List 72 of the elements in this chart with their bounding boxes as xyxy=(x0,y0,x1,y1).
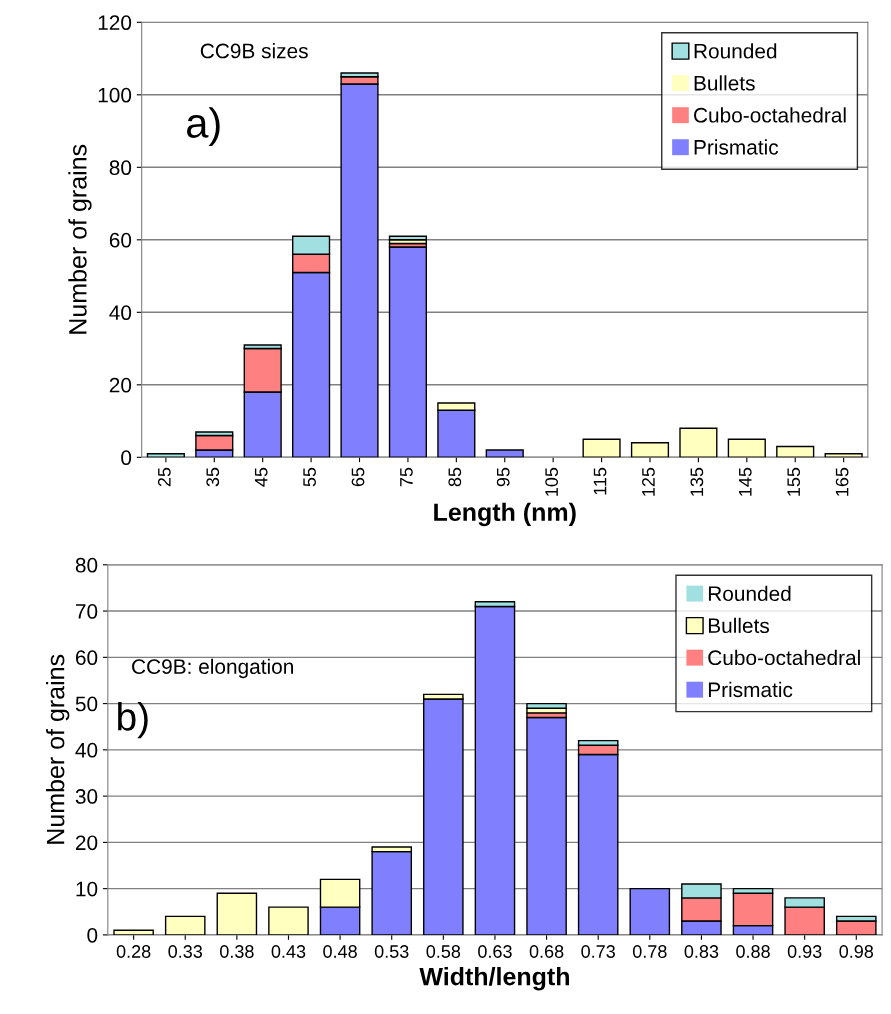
y-tick-label: 100 xyxy=(98,87,132,103)
x-tick-label: 0.68 xyxy=(529,945,564,958)
x-tick-label: 0.83 xyxy=(684,945,719,958)
x-tick-label: 75 xyxy=(400,467,413,487)
legend-label: Cubo-octahedral xyxy=(708,649,860,666)
y-tick-label: 20 xyxy=(75,835,98,851)
y-tick-label: 70 xyxy=(75,604,98,619)
x-tick-label: 95 xyxy=(496,467,510,487)
x-tick-label: 125 xyxy=(642,467,655,496)
x-tick-label: 45 xyxy=(254,467,268,487)
y-tick-label: 40 xyxy=(109,305,132,321)
y-tick-label: 60 xyxy=(109,232,132,248)
bar xyxy=(388,235,428,241)
x-tick-label: 105 xyxy=(545,467,559,496)
x-tick-label: 0.28 xyxy=(116,945,151,958)
legend-label: Rounded xyxy=(694,43,777,59)
bar xyxy=(582,438,621,458)
legend-label: Rounded xyxy=(708,585,791,602)
x-tick-label: 65 xyxy=(351,467,365,487)
y-tick-label: 50 xyxy=(75,696,98,712)
x-tick-label: 0.88 xyxy=(736,945,770,958)
bar xyxy=(824,452,863,458)
x-tick-label: 0.33 xyxy=(168,945,203,958)
x-tick-label: 25 xyxy=(157,467,171,487)
annotation: b) xyxy=(118,702,148,739)
x-tick-label: 0.53 xyxy=(374,945,409,958)
y-tick-label: 80 xyxy=(75,557,98,573)
y-tick-label: 40 xyxy=(75,742,98,758)
x-tick-label: 35 xyxy=(206,467,220,487)
bar xyxy=(727,438,766,458)
y-axis-title: Number of grains xyxy=(46,654,70,844)
x-tick-label: 155 xyxy=(787,467,801,496)
annotation: CC9B: elongation xyxy=(132,658,293,679)
legend-label: Prismatic xyxy=(694,139,779,155)
x-axis-title: Length (nm) xyxy=(434,502,576,527)
x-tick-label: 0.93 xyxy=(787,945,822,958)
bar xyxy=(776,445,815,458)
legend-label: Bullets xyxy=(694,75,755,91)
x-tick-label: 0.63 xyxy=(478,945,512,958)
x-tick-label: 165 xyxy=(835,467,849,496)
x-tick-label: 0.43 xyxy=(271,945,306,958)
bar xyxy=(146,452,185,458)
y-tick-label: 60 xyxy=(75,650,98,666)
y-tick-label: 120 xyxy=(98,15,132,31)
legend-label: Cubo-octahedral xyxy=(694,107,846,123)
annotation: CC9B sizes xyxy=(200,43,308,59)
y-tick-label: 20 xyxy=(109,377,132,393)
y-tick-label: 0 xyxy=(87,927,98,943)
y-tick-label: 80 xyxy=(109,160,132,176)
x-tick-label: 0.98 xyxy=(839,945,874,958)
y-tick-label: 0 xyxy=(121,450,132,466)
x-tick-label: 85 xyxy=(448,467,462,487)
x-tick-label: 0.78 xyxy=(632,945,667,958)
x-tick-label: 145 xyxy=(739,467,752,496)
bar xyxy=(630,442,670,458)
x-tick-label: 0.73 xyxy=(581,945,615,958)
x-axis-title: Width/length xyxy=(419,967,569,991)
annotation: a) xyxy=(187,107,220,147)
y-tick-label: 10 xyxy=(76,881,98,897)
x-tick-label: 0.38 xyxy=(219,945,254,958)
x-tick-label: 115 xyxy=(593,467,607,495)
legend-label: Bullets xyxy=(708,617,770,634)
bar xyxy=(485,449,524,458)
x-tick-label: 0.48 xyxy=(323,945,357,958)
x-tick-label: 135 xyxy=(690,467,704,496)
y-tick-label: 30 xyxy=(75,789,98,804)
y-axis-title: Number of grains xyxy=(68,144,92,334)
x-tick-label: 55 xyxy=(303,467,316,487)
legend-label: Prismatic xyxy=(708,681,793,698)
bar xyxy=(388,246,428,458)
x-tick-label: 0.58 xyxy=(426,945,461,958)
bar xyxy=(679,427,718,458)
